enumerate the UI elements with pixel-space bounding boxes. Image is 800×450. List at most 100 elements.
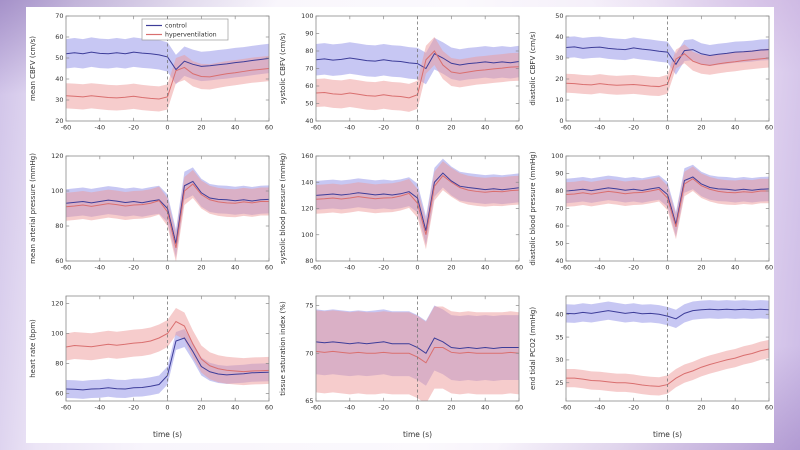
svg-text:25: 25 (555, 379, 563, 387)
svg-text:20: 20 (447, 124, 455, 132)
svg-text:-60: -60 (61, 404, 72, 412)
svg-text:120: 120 (51, 152, 63, 160)
svg-text:80: 80 (55, 360, 63, 368)
svg-text:100: 100 (51, 330, 63, 338)
svg-text:60: 60 (265, 124, 273, 132)
svg-text:0: 0 (665, 264, 669, 272)
svg-text:20: 20 (197, 264, 205, 272)
svg-text:0: 0 (665, 404, 669, 412)
svg-text:20: 20 (197, 124, 205, 132)
svg-text:65: 65 (305, 397, 313, 405)
svg-text:-60: -60 (311, 124, 322, 132)
chart-heart-rate: -60 -40 -20 0 20 40 60 60 80 100 120 heart rate (bp… (26, 290, 276, 440)
chart-mean-cbfv-svg: -60 -40 -20 0 20 40 60 20 30 40 50 60 70 mean CBFV (c… (29, 12, 273, 132)
svg-text:time (s): time (s) (653, 430, 682, 439)
svg-text:80: 80 (555, 187, 563, 195)
svg-text:40: 40 (231, 264, 239, 272)
svg-text:50: 50 (555, 240, 563, 248)
svg-text:systolic CBFV (cm/s): systolic CBFV (cm/s) (279, 33, 287, 105)
svg-text:60: 60 (555, 222, 563, 230)
svg-text:-60: -60 (311, 264, 322, 272)
svg-text:40: 40 (555, 257, 563, 265)
svg-text:-40: -40 (95, 264, 106, 272)
svg-text:100: 100 (51, 187, 63, 195)
chart-systolic-cbfv-svg: -60 -40 -20 0 20 40 60 40 50 60 70 80 90 100 systolic … (279, 12, 523, 132)
svg-text:-20: -20 (628, 124, 639, 132)
svg-text:20: 20 (447, 404, 455, 412)
svg-text:60: 60 (765, 124, 773, 132)
svg-text:100: 100 (301, 12, 313, 20)
svg-text:-60: -60 (561, 404, 572, 412)
svg-text:50: 50 (55, 54, 63, 62)
svg-text:diastolic blood pressure (mmHg: diastolic blood pressure (mmHg) (529, 151, 537, 265)
svg-text:0: 0 (665, 124, 669, 132)
svg-text:40: 40 (555, 33, 563, 41)
chart-end-tidal-pco2-svg: -60 -40 -20 0 20 40 60 25 30 35 40 end tidal PCO2 (… (529, 295, 773, 439)
svg-text:20: 20 (55, 117, 63, 125)
svg-text:50: 50 (305, 100, 313, 108)
svg-text:20: 20 (697, 264, 705, 272)
chart-end-tidal-pco2: -60 -40 -20 0 20 40 60 25 30 35 40 end tidal PCO2 (… (526, 290, 776, 440)
svg-text:-60: -60 (561, 264, 572, 272)
svg-text:-40: -40 (345, 404, 356, 412)
svg-text:-20: -20 (628, 264, 639, 272)
svg-text:end tidal PCO2 (mmHg): end tidal PCO2 (mmHg) (529, 307, 537, 390)
svg-text:60: 60 (265, 264, 273, 272)
svg-text:60: 60 (305, 82, 313, 90)
svg-text:-20: -20 (128, 264, 139, 272)
svg-text:40: 40 (481, 404, 489, 412)
svg-text:-20: -20 (128, 404, 139, 412)
svg-text:30: 30 (555, 356, 563, 364)
chart-diastolic-cbfv-svg: -60 -40 -20 0 20 40 60 0 10 20 30 40 50 diastolic CBF… (529, 12, 773, 132)
chart-heart-rate-svg: -60 -40 -20 0 20 40 60 60 80 100 120 heart rate (bp… (29, 295, 273, 439)
svg-text:mean CBFV (cm/s): mean CBFV (cm/s) (29, 36, 37, 101)
svg-text:-20: -20 (378, 124, 389, 132)
svg-text:-40: -40 (595, 124, 606, 132)
svg-text:120: 120 (301, 205, 313, 213)
chart-diastolic-blood-pressure: -60 -40 -20 0 20 40 60 40 50 60 70 80 90 100 diastolic… (526, 150, 776, 290)
svg-text:-40: -40 (345, 264, 356, 272)
svg-text:100: 100 (301, 231, 313, 239)
svg-text:75: 75 (305, 302, 313, 310)
svg-text:mean arterial pressure (mmHg): mean arterial pressure (mmHg) (29, 153, 37, 264)
svg-text:60: 60 (765, 404, 773, 412)
svg-text:60: 60 (55, 390, 63, 398)
svg-text:60: 60 (515, 124, 523, 132)
svg-text:0: 0 (165, 404, 169, 412)
svg-text:20: 20 (447, 264, 455, 272)
chart-mean-cbfv: -60 -40 -20 0 20 40 60 20 30 40 50 60 70 mean CBFV (c… (26, 10, 276, 150)
svg-text:control: control (165, 23, 187, 30)
svg-text:tissue saturation index (%): tissue saturation index (%) (279, 301, 287, 396)
svg-text:30: 30 (555, 54, 563, 62)
svg-text:-20: -20 (378, 264, 389, 272)
svg-text:0: 0 (415, 124, 419, 132)
svg-text:70: 70 (305, 349, 313, 357)
chart-systolic-blood-pressure-svg: -60 -40 -20 0 20 40 60 80 100 120 140 160 systolic b… (279, 152, 523, 272)
svg-text:40: 40 (731, 124, 739, 132)
svg-text:40: 40 (481, 264, 489, 272)
svg-text:-60: -60 (311, 404, 322, 412)
svg-text:140: 140 (301, 178, 313, 186)
svg-text:-60: -60 (61, 264, 72, 272)
svg-text:hyperventilation: hyperventilation (165, 32, 217, 39)
chart-systolic-cbfv: -60 -40 -20 0 20 40 60 40 50 60 70 80 90 100 systolic … (276, 10, 526, 150)
svg-text:40: 40 (231, 404, 239, 412)
svg-text:40: 40 (731, 404, 739, 412)
chart-diastolic-cbfv: -60 -40 -20 0 20 40 60 0 10 20 30 40 50 diastolic CBF… (526, 10, 776, 150)
svg-text:60: 60 (55, 257, 63, 265)
svg-text:40: 40 (555, 310, 563, 318)
chart-systolic-blood-pressure: -60 -40 -20 0 20 40 60 80 100 120 140 160 systolic b… (276, 150, 526, 290)
svg-text:heart rate (bpm): heart rate (bpm) (29, 319, 37, 378)
svg-text:0: 0 (559, 117, 563, 125)
svg-text:70: 70 (305, 65, 313, 73)
chart-mean-arterial-pressure: -60 -40 -20 0 20 40 60 60 80 100 120 mean arterial … (26, 150, 276, 290)
svg-text:60: 60 (515, 264, 523, 272)
svg-text:10: 10 (555, 96, 563, 104)
svg-text:20: 20 (197, 404, 205, 412)
svg-text:50: 50 (555, 12, 563, 20)
svg-text:60: 60 (515, 404, 523, 412)
svg-text:90: 90 (305, 30, 313, 38)
chart-diastolic-blood-pressure-svg: -60 -40 -20 0 20 40 60 40 50 60 70 80 90 100 diastolic… (529, 151, 773, 272)
svg-text:-20: -20 (378, 404, 389, 412)
chart-mean-arterial-pressure-svg: -60 -40 -20 0 20 40 60 60 80 100 120 mean arterial … (29, 152, 273, 272)
